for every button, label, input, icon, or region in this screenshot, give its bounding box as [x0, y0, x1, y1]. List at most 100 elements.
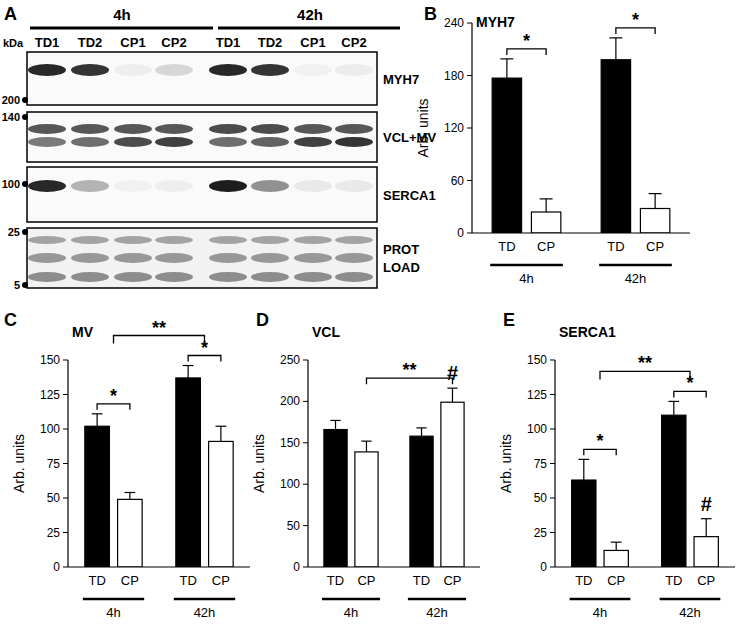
y-axis-label: Arb. units [251, 434, 267, 493]
category-label: TD [498, 239, 515, 254]
group-label: 4h [519, 271, 533, 286]
error-cap [183, 365, 194, 366]
y-tick [467, 75, 472, 76]
group-line [408, 598, 466, 601]
band [155, 180, 193, 192]
error-cap [124, 492, 135, 493]
y-tick-label: 150 [40, 353, 60, 367]
category-label: CP [212, 573, 230, 588]
band [155, 124, 193, 134]
error-cap [540, 198, 553, 199]
band [71, 137, 109, 147]
group-label: 42h [625, 271, 647, 286]
y-tick-label: 75 [534, 457, 548, 471]
error-bar [335, 420, 336, 429]
band [209, 124, 247, 134]
band [209, 253, 247, 263]
y-tick [467, 128, 472, 129]
bar [209, 441, 234, 567]
error-bar [97, 414, 98, 426]
y-tick-label: 50 [287, 519, 301, 533]
error-cap [668, 401, 679, 402]
y-tick-label: 125 [40, 388, 60, 402]
band [71, 64, 109, 76]
bar [355, 452, 378, 567]
group-line [599, 264, 672, 267]
error-bar [583, 459, 584, 480]
category-label: CP [646, 239, 664, 254]
category-label: CP [607, 573, 625, 588]
band [114, 253, 152, 263]
chart-title: VCL [312, 324, 340, 340]
bar [324, 430, 347, 567]
time-header: 42h [297, 6, 323, 23]
band [294, 272, 332, 282]
y-tick-label: 150 [280, 436, 300, 450]
band [28, 64, 66, 76]
bar [492, 78, 521, 233]
y-tick [303, 567, 308, 568]
band [294, 253, 332, 263]
significance-label: * [110, 386, 117, 406]
bar-chart: DVCLArb. units050100150200250TDCPTDCP4h4… [251, 310, 480, 620]
error-cap [578, 459, 589, 460]
band [28, 253, 66, 263]
band [294, 180, 332, 192]
significance-label: * [632, 10, 639, 30]
group-label: 4h [593, 605, 607, 620]
group-line [322, 598, 380, 601]
lane-label: CP2 [161, 35, 186, 50]
band [155, 236, 193, 244]
panel-letter: D [256, 310, 269, 330]
bar-chart: BMYH7Arb. units060120180240TDCPTDCP4h42h… [415, 4, 690, 286]
band [71, 272, 109, 282]
bar [85, 426, 110, 567]
panel-letter: E [503, 310, 515, 330]
group-line [660, 598, 721, 601]
error-bar [655, 194, 656, 209]
lane-label: TD2 [258, 35, 283, 50]
y-axis [554, 360, 555, 567]
panel-letter: B [424, 4, 437, 24]
y-tick [63, 429, 68, 430]
error-cap [361, 441, 371, 442]
y-tick [63, 567, 68, 568]
y-tick [303, 484, 308, 485]
y-tick-label: 0 [293, 560, 300, 574]
band [155, 64, 193, 76]
y-tick-label: 120 [444, 121, 464, 135]
y-tick-label: 75 [47, 457, 61, 471]
bar [118, 499, 143, 567]
band [251, 124, 289, 134]
error-bar [706, 519, 707, 537]
band [71, 236, 109, 244]
band [114, 124, 152, 134]
band [71, 124, 109, 134]
chart-title: MYH7 [476, 14, 515, 30]
band [294, 137, 332, 147]
lane-label: CP1 [300, 35, 325, 50]
group-line [83, 598, 144, 601]
bar [441, 402, 464, 567]
hash-marker: # [701, 493, 712, 515]
band [114, 137, 152, 147]
error-cap [330, 420, 340, 421]
y-tick-label: 125 [527, 388, 547, 402]
y-tick-label: 250 [280, 353, 300, 367]
category-label: CP [697, 573, 715, 588]
bar [572, 480, 596, 567]
group-label: 42h [679, 605, 701, 620]
band [155, 253, 193, 263]
error-cap [215, 426, 226, 427]
band [71, 180, 109, 192]
band [335, 253, 373, 263]
band [114, 180, 152, 192]
bar [601, 60, 630, 233]
y-axis-label: Arb. units [415, 98, 431, 157]
error-bar [366, 441, 367, 452]
blot-strip [27, 167, 377, 222]
band [28, 180, 66, 192]
error-bar [421, 428, 422, 436]
y-tick [550, 394, 555, 395]
y-tick [63, 532, 68, 533]
